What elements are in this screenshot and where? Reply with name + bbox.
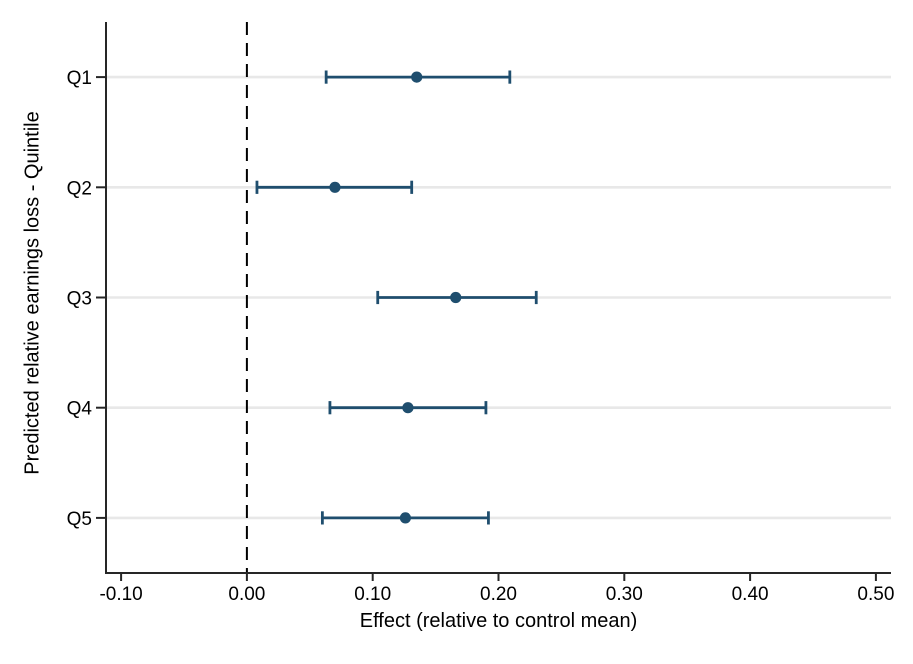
y-tick-label-q4: Q4 (67, 399, 93, 420)
x-tick-label: 0.30 (606, 584, 643, 605)
y-axis-title: Predicted relative earnings loss - Quint… (21, 111, 44, 475)
point-estimate-q1 (411, 71, 423, 83)
x-tick-label: 0.50 (857, 584, 894, 605)
x-tick-label: -0.10 (99, 584, 142, 605)
x-tick-label: 0.40 (732, 584, 769, 605)
x-tick-label: 0.20 (480, 584, 517, 605)
x-tick-label: 0.00 (228, 584, 265, 605)
point-estimate-q2 (329, 181, 341, 193)
y-tick-label-q2: Q2 (67, 178, 92, 199)
point-estimate-q3 (450, 291, 462, 304)
x-axis-title: Effect (relative to control mean) (359, 610, 638, 632)
point-estimate-q4 (402, 402, 414, 414)
y-tick-label-q5: Q5 (67, 509, 92, 530)
y-tick-label-q3: Q3 (67, 289, 92, 310)
x-tick-label: 0.10 (354, 584, 391, 605)
point-estimate-q5 (399, 512, 412, 524)
y-tick-label-q1: Q1 (67, 68, 92, 89)
